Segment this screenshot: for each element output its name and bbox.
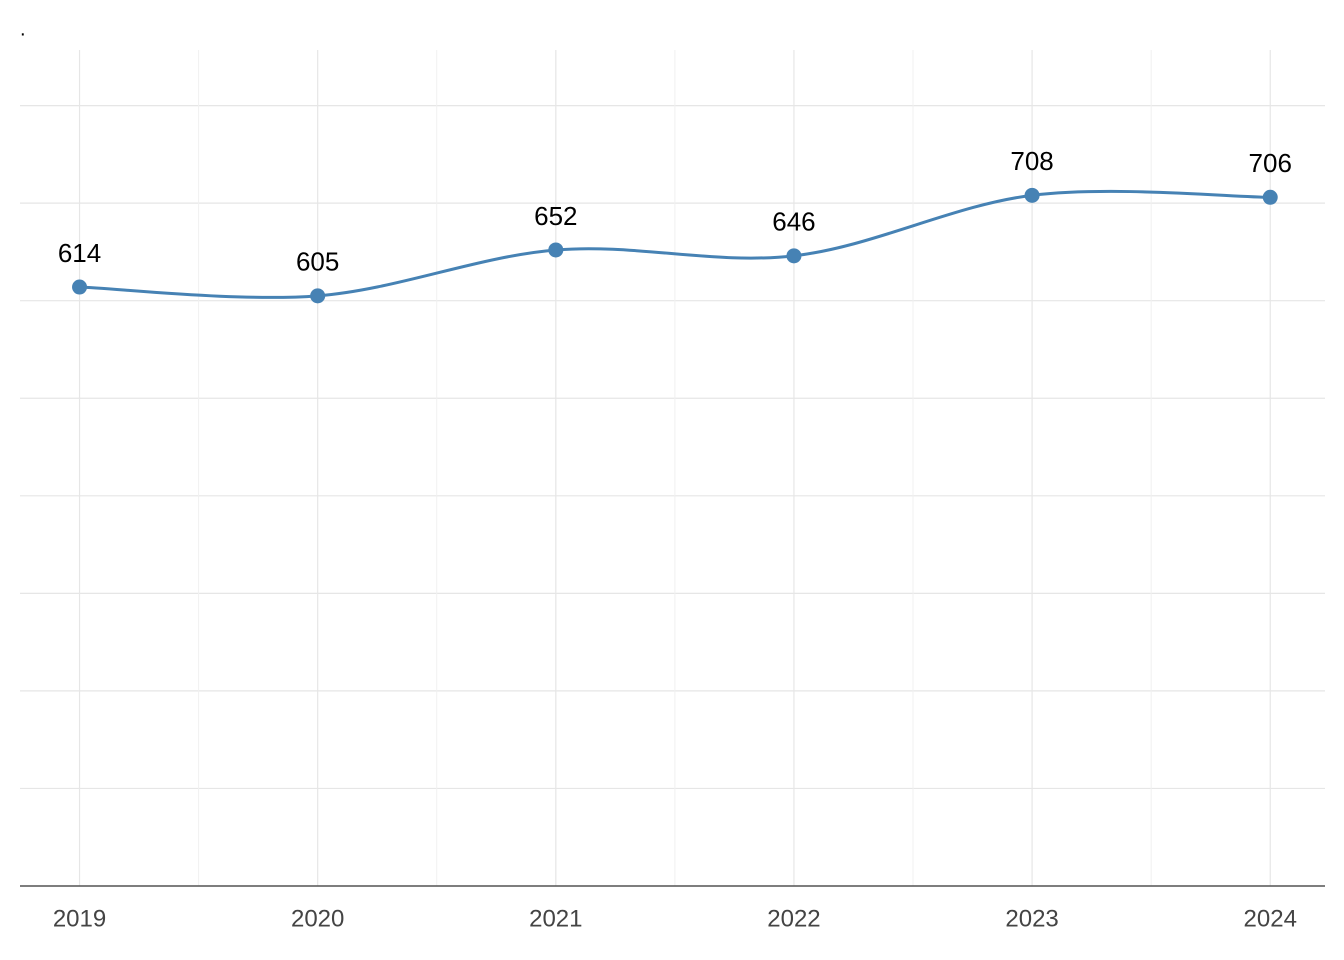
data-label: 708 xyxy=(1010,146,1053,176)
chart-title: . xyxy=(20,18,26,40)
x-tick-label: 2023 xyxy=(1005,905,1058,932)
data-label: 706 xyxy=(1249,148,1292,178)
point xyxy=(1024,187,1040,203)
data-label: 646 xyxy=(772,207,815,237)
data-label: 605 xyxy=(296,247,339,277)
data-label: 614 xyxy=(58,238,101,268)
x-tick-label: 2020 xyxy=(291,905,344,932)
point xyxy=(1262,189,1278,205)
x-tick-label: 2024 xyxy=(1244,905,1297,932)
point xyxy=(72,279,88,295)
x-tick-label: 2021 xyxy=(529,905,582,932)
data-label: 652 xyxy=(534,201,577,231)
x-tick-label: 2022 xyxy=(767,905,820,932)
point xyxy=(786,248,802,264)
x-tick-label: 2019 xyxy=(53,905,106,932)
point xyxy=(548,242,564,258)
line xyxy=(79,189,1271,299)
point xyxy=(310,288,326,304)
